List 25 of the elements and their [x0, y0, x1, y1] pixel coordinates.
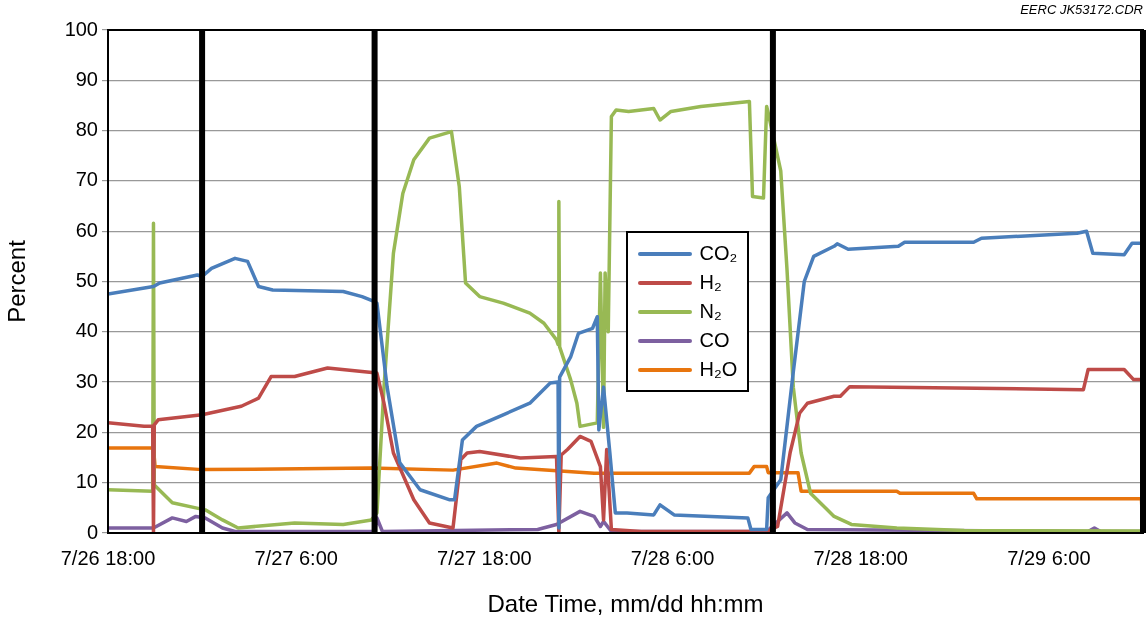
x-tick-label: 7/28 18:00	[813, 546, 908, 569]
y-axis-title: Percent	[3, 239, 31, 323]
x-tick-label: 7/27 18:00	[437, 546, 532, 569]
y-tick-label: 80	[75, 118, 98, 141]
x-axis-title: Date Time, mm/dd hh:mm	[487, 590, 764, 618]
y-tick-label: 40	[75, 319, 98, 342]
y-tick-label: 70	[75, 168, 98, 191]
legend-label: N₂	[699, 300, 722, 323]
y-tick-label: 50	[75, 269, 98, 292]
y-tick-label: 60	[75, 218, 98, 241]
y-tick-label: 30	[75, 369, 98, 392]
legend-label: CO	[699, 329, 730, 352]
x-tick-label: 7/26 18:00	[60, 546, 156, 569]
legend-label: H₂	[699, 271, 722, 294]
y-tick-label: 20	[75, 419, 98, 442]
y-tick-label: 0	[86, 520, 98, 543]
y-tick-label: 90	[75, 67, 98, 90]
legend-label: H₂O	[699, 358, 738, 381]
x-tick-label: 7/28 6:00	[630, 546, 715, 569]
x-tick-label: 7/29 6:00	[1007, 546, 1091, 569]
x-tick-label: 7/27 6:00	[254, 546, 338, 569]
y-tick-label: 100	[64, 17, 98, 40]
legend-label: CO₂	[699, 242, 738, 265]
y-tick-label: 10	[75, 470, 98, 493]
text: EERC JK53172.CDR	[1020, 2, 1143, 17]
